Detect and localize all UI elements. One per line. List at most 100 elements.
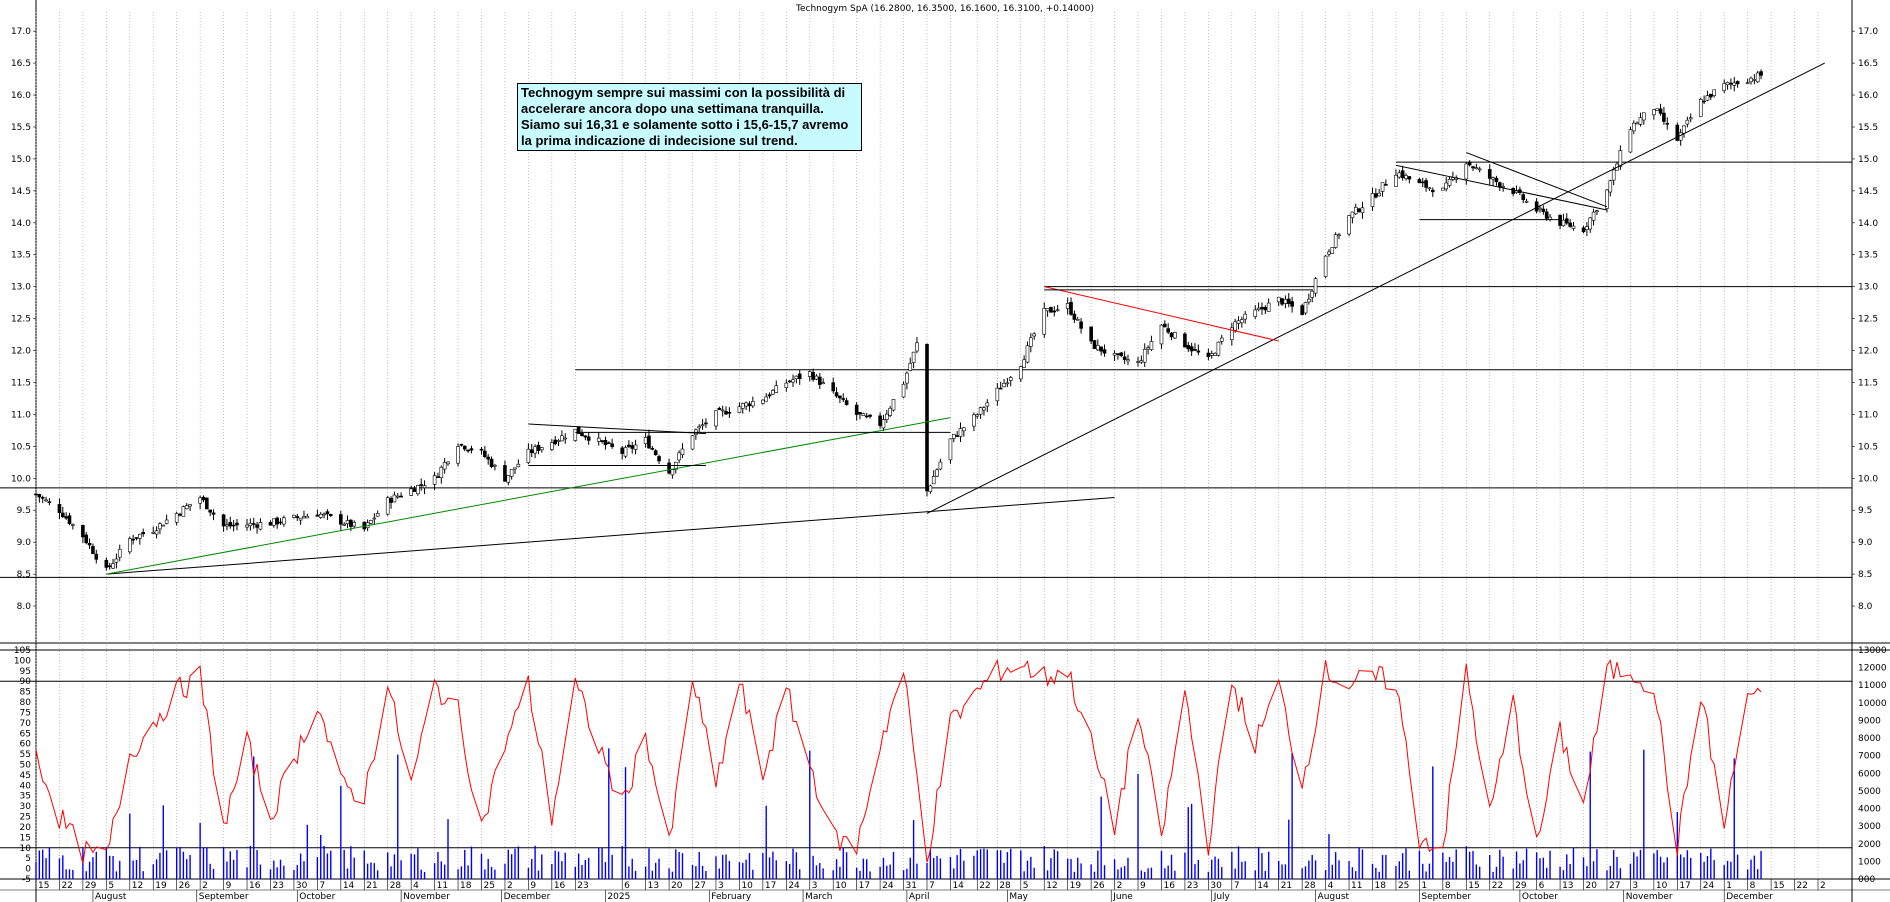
candle-body xyxy=(1702,100,1706,103)
x-month-label: September xyxy=(199,892,249,902)
price-tick-label-right: 11.5 xyxy=(1858,378,1878,388)
x-day-tick-label: 14 xyxy=(343,881,355,891)
trendlines xyxy=(106,62,1825,575)
candle-body xyxy=(1631,122,1636,132)
candle-body xyxy=(1146,347,1150,350)
candle-body xyxy=(791,379,795,383)
candle-body xyxy=(67,515,72,525)
candle-body xyxy=(1749,77,1753,83)
candle-body xyxy=(951,433,956,439)
candle-body xyxy=(1005,382,1010,385)
candle-body xyxy=(302,516,306,519)
candle-body xyxy=(536,444,541,451)
candle-body xyxy=(771,390,775,395)
candle-body xyxy=(868,414,872,417)
candle-body xyxy=(446,461,450,465)
candle-body xyxy=(1350,211,1355,219)
candle-body xyxy=(1642,112,1646,121)
candle-body xyxy=(339,514,343,525)
x-day-tick-label: 15 xyxy=(1468,881,1479,891)
price-tick-label-right: 8.5 xyxy=(1858,570,1872,580)
oscillator-tick-label: 85 xyxy=(20,688,31,698)
candle-body xyxy=(1096,345,1100,351)
candle-body xyxy=(181,506,186,517)
candle-body xyxy=(881,419,886,429)
candle-body xyxy=(1538,207,1542,210)
candle-body xyxy=(1685,119,1690,125)
x-month-label: March xyxy=(805,892,832,902)
candle-body xyxy=(1049,307,1053,313)
candle-body xyxy=(962,427,966,432)
candle-body xyxy=(489,458,494,468)
candle-body xyxy=(727,412,732,414)
candle-body xyxy=(978,407,983,415)
price-tick-label-right: 10.0 xyxy=(1858,474,1878,484)
candle-body xyxy=(938,461,943,470)
candle-body xyxy=(1072,313,1077,320)
price-tick-label-left: 15.0 xyxy=(11,155,31,165)
candle-body xyxy=(1357,208,1361,212)
candle-body xyxy=(1260,307,1264,310)
candle-body xyxy=(539,447,544,451)
candle-body xyxy=(422,485,427,489)
candle-body xyxy=(1534,201,1539,212)
x-month-label: December xyxy=(504,892,551,902)
trendline xyxy=(926,62,1825,514)
candle-body xyxy=(345,520,350,524)
candle-body xyxy=(1652,109,1656,116)
candle-body xyxy=(1722,83,1727,91)
x-day-tick-label: 24 xyxy=(882,881,894,891)
candle-body xyxy=(1591,211,1596,221)
candle-body xyxy=(556,440,561,442)
candle-body xyxy=(1430,189,1435,193)
x-day-tick-label: 17 xyxy=(1679,881,1690,891)
candle-body xyxy=(1655,108,1660,111)
candle-body xyxy=(251,523,256,525)
candle-body xyxy=(1605,189,1609,209)
x-day-tick-label: 5 xyxy=(108,881,114,891)
price-tick-label-right: 9.0 xyxy=(1858,538,1873,548)
candle-body xyxy=(1002,382,1006,388)
x-day-tick-label: 3 xyxy=(718,881,724,891)
volume-bars xyxy=(35,748,1762,879)
candle-body xyxy=(864,415,869,418)
candle-body xyxy=(553,439,557,445)
candle-body xyxy=(1467,162,1472,166)
x-day-tick-label: 18 xyxy=(460,881,472,891)
candle-body xyxy=(392,494,397,503)
support-resistance-lines xyxy=(0,161,1852,849)
x-day-tick-label: 23 xyxy=(577,881,588,891)
x-month-label: November xyxy=(1626,892,1673,902)
candle-body xyxy=(375,513,380,517)
price-tick-label-left: 15.5 xyxy=(11,123,31,133)
candle-body xyxy=(34,493,38,496)
price-tick-label-left: 10.5 xyxy=(11,442,31,452)
candle-body xyxy=(282,517,286,525)
candle-body xyxy=(603,439,608,446)
x-day-tick-label: 2 xyxy=(1117,881,1123,891)
x-day-tick-label: 1 xyxy=(1726,881,1732,891)
candle-body xyxy=(456,446,460,464)
candle-body xyxy=(1729,82,1733,85)
x-day-tick-label: 26 xyxy=(1093,881,1105,891)
x-month-label: April xyxy=(909,892,930,902)
price-tick-label-left: 12.5 xyxy=(11,315,31,325)
candle-body xyxy=(1327,251,1331,255)
candle-body xyxy=(606,442,611,445)
candle-body xyxy=(1303,302,1308,314)
oscillator-tick-label: -5 xyxy=(22,875,31,885)
x-month-label: August xyxy=(95,892,127,902)
candle-body xyxy=(211,512,216,515)
x-day-tick-label: 8 xyxy=(1750,881,1756,891)
candle-body xyxy=(255,524,259,528)
x-day-tick-label: 10 xyxy=(741,881,753,891)
x-day-tick-label: 11 xyxy=(1351,881,1362,891)
candle-body xyxy=(1709,93,1713,98)
candle-body xyxy=(513,467,517,470)
candle-body xyxy=(1300,305,1304,315)
x-day-tick-label: 9 xyxy=(1140,881,1146,891)
candle-body xyxy=(975,414,980,417)
candle-body xyxy=(248,522,253,526)
candle-body xyxy=(292,514,296,518)
